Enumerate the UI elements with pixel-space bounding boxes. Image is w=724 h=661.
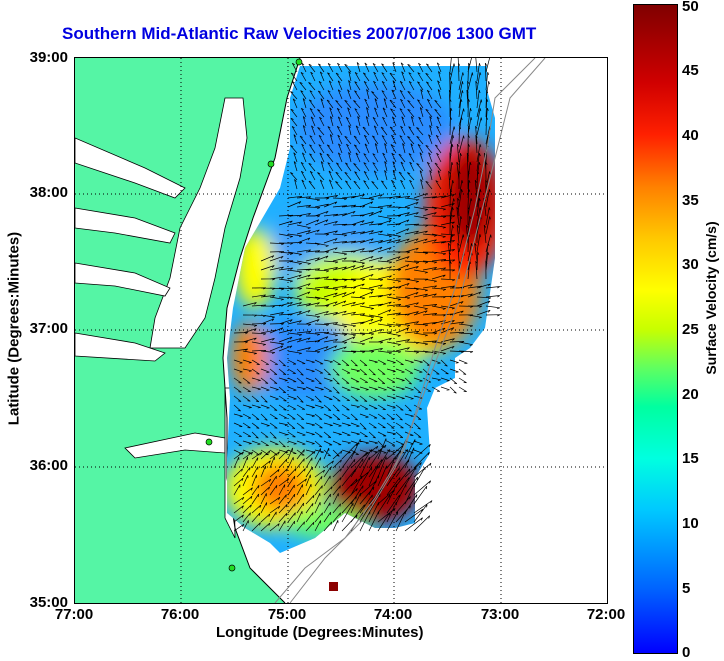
colorbar-tick-label: 15 bbox=[682, 450, 699, 467]
velocity-vectors bbox=[233, 58, 501, 532]
colorbar-tick-label: 50 bbox=[682, 0, 699, 15]
colorbar-tick-label: 35 bbox=[682, 192, 699, 209]
colorbar-tick-label: 5 bbox=[682, 580, 691, 597]
y-tick-label: 35:00 bbox=[29, 594, 68, 611]
buoy-marker bbox=[329, 582, 338, 591]
bathymetry-contours bbox=[274, 58, 546, 603]
x-tick-label: 74:00 bbox=[373, 606, 413, 623]
x-tick-label: 76:00 bbox=[160, 606, 200, 623]
velocity-map bbox=[75, 58, 607, 603]
vector-arrows bbox=[233, 58, 501, 532]
x-tick-label: 77:00 bbox=[54, 606, 94, 623]
colorbar-tick-label: 10 bbox=[682, 515, 699, 532]
colorbar-tick-label: 30 bbox=[682, 256, 699, 273]
x-tick-label: 73:00 bbox=[480, 606, 520, 623]
x-axis-title: Longitude (Degrees:Minutes) bbox=[216, 624, 424, 641]
colorbar-title: Surface Velocity (cm/s) bbox=[703, 221, 719, 375]
y-tick-label: 37:00 bbox=[29, 320, 68, 337]
y-tick-label: 36:00 bbox=[29, 457, 68, 474]
map-title: Southern Mid-Atlantic Raw Velocities 200… bbox=[62, 24, 537, 43]
y-tick-label: 38:00 bbox=[29, 184, 68, 201]
y-axis-title: Latitude (Degrees:Minutes) bbox=[5, 231, 23, 426]
y-tick-label: 39:00 bbox=[29, 49, 68, 66]
coastline bbox=[222, 58, 301, 603]
colorbar-tick-label: 0 bbox=[682, 644, 691, 661]
map-plot-area[interactable] bbox=[74, 57, 608, 604]
x-tick-label: 72:00 bbox=[586, 606, 626, 623]
colorbar bbox=[633, 4, 678, 654]
radar-sites bbox=[205, 58, 303, 572]
x-tick-label: 75:00 bbox=[267, 606, 307, 623]
colorbar-tick-label: 25 bbox=[682, 321, 699, 338]
colorbar-tick-label: 45 bbox=[682, 62, 699, 79]
colorbar-tick-label: 40 bbox=[682, 127, 699, 144]
colorbar-tick-label: 20 bbox=[682, 386, 699, 403]
